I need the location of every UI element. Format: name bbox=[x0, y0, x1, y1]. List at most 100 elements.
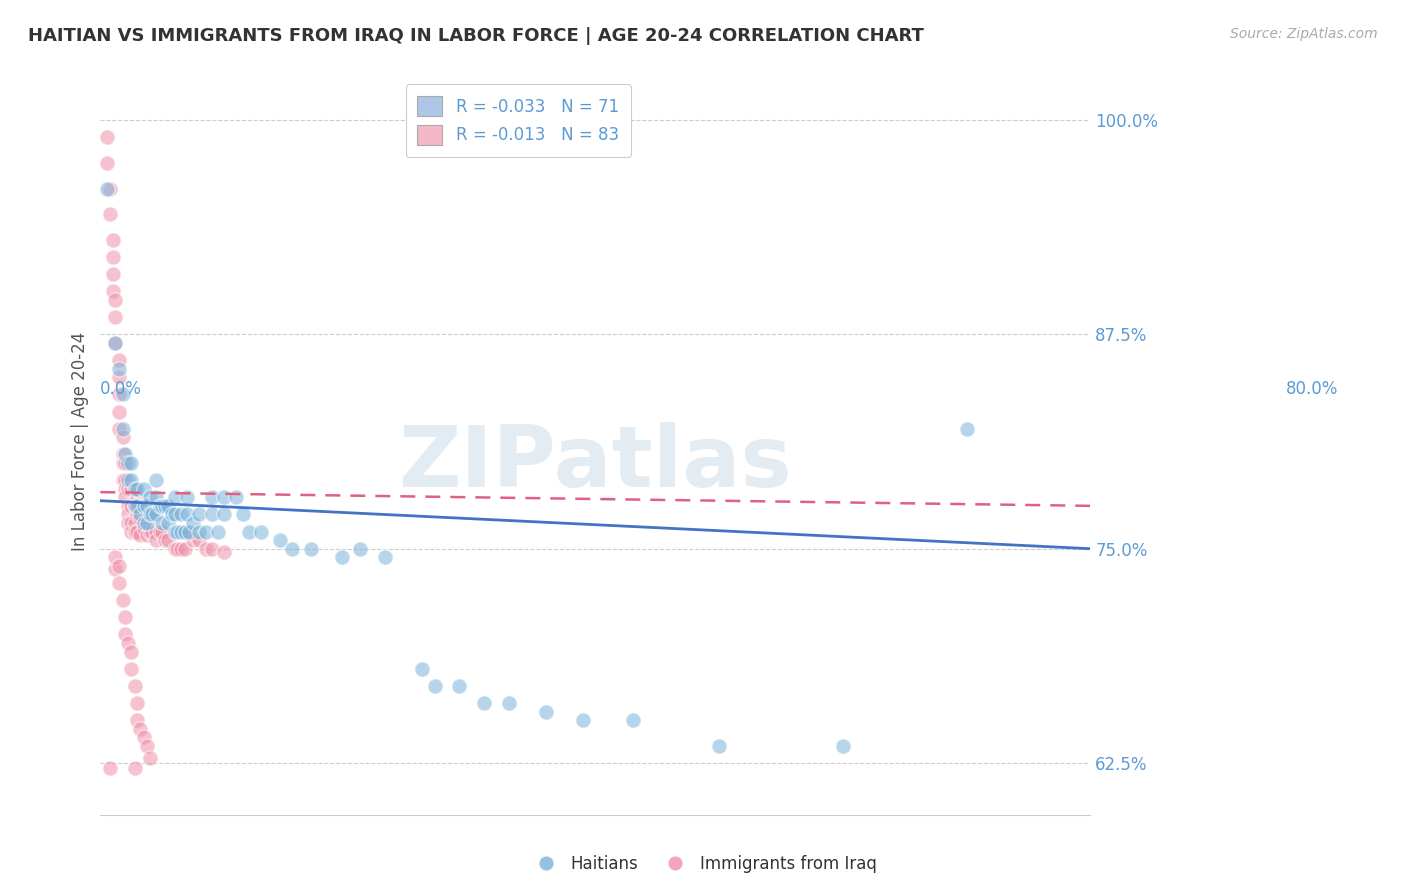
Text: ZIPatlas: ZIPatlas bbox=[398, 423, 793, 506]
Legend: Haitians, Immigrants from Iraq: Haitians, Immigrants from Iraq bbox=[523, 848, 883, 880]
Point bbox=[124, 761, 146, 775]
Point bbox=[104, 335, 127, 350]
Point bbox=[120, 516, 142, 530]
Point bbox=[117, 636, 139, 650]
Point bbox=[449, 679, 471, 693]
Point bbox=[120, 482, 142, 496]
Point bbox=[170, 524, 193, 539]
Point bbox=[120, 499, 142, 513]
Text: HAITIAN VS IMMIGRANTS FROM IRAQ IN LABOR FORCE | AGE 20-24 CORRELATION CHART: HAITIAN VS IMMIGRANTS FROM IRAQ IN LABOR… bbox=[28, 27, 924, 45]
Point bbox=[166, 541, 188, 556]
Point bbox=[188, 524, 211, 539]
Point bbox=[124, 499, 146, 513]
Point bbox=[150, 499, 173, 513]
Point bbox=[129, 511, 152, 525]
Point bbox=[173, 524, 195, 539]
Point bbox=[157, 533, 180, 548]
Point bbox=[111, 473, 134, 487]
Point bbox=[111, 422, 134, 436]
Point bbox=[127, 482, 149, 496]
Point bbox=[117, 508, 139, 522]
Point bbox=[238, 524, 260, 539]
Point bbox=[141, 524, 163, 539]
Point bbox=[127, 490, 149, 504]
Point bbox=[108, 422, 131, 436]
Point bbox=[166, 524, 188, 539]
Point bbox=[207, 524, 229, 539]
Point bbox=[145, 524, 167, 539]
Point bbox=[129, 722, 152, 736]
Point bbox=[150, 516, 173, 530]
Point bbox=[709, 739, 731, 753]
Point bbox=[149, 499, 172, 513]
Point bbox=[124, 679, 146, 693]
Point bbox=[176, 524, 198, 539]
Point bbox=[127, 696, 149, 710]
Point bbox=[114, 610, 136, 624]
Point bbox=[139, 508, 162, 522]
Point bbox=[188, 533, 211, 548]
Point bbox=[114, 473, 136, 487]
Point bbox=[108, 558, 131, 573]
Point bbox=[98, 181, 121, 195]
Point bbox=[141, 508, 163, 522]
Point bbox=[176, 490, 198, 504]
Point bbox=[108, 387, 131, 401]
Point bbox=[108, 404, 131, 418]
Point bbox=[621, 713, 644, 727]
Point bbox=[194, 541, 217, 556]
Point bbox=[201, 541, 224, 556]
Point bbox=[201, 490, 224, 504]
Point bbox=[145, 473, 167, 487]
Point bbox=[132, 516, 155, 530]
Point bbox=[101, 285, 124, 299]
Point bbox=[104, 310, 127, 325]
Point bbox=[201, 508, 224, 522]
Point bbox=[124, 482, 146, 496]
Point bbox=[111, 593, 134, 607]
Point bbox=[188, 508, 211, 522]
Point bbox=[127, 524, 149, 539]
Point bbox=[163, 508, 186, 522]
Point bbox=[101, 268, 124, 282]
Legend: R = -0.033   N = 71, R = -0.013   N = 83: R = -0.033 N = 71, R = -0.013 N = 83 bbox=[406, 85, 630, 157]
Point bbox=[120, 645, 142, 659]
Point bbox=[108, 576, 131, 591]
Point bbox=[136, 499, 159, 513]
Point bbox=[212, 490, 235, 504]
Point bbox=[349, 541, 371, 556]
Point bbox=[145, 508, 167, 522]
Point bbox=[170, 541, 193, 556]
Point bbox=[111, 447, 134, 461]
Point bbox=[176, 508, 198, 522]
Point bbox=[153, 499, 176, 513]
Point bbox=[117, 456, 139, 470]
Point bbox=[472, 696, 495, 710]
Point bbox=[132, 731, 155, 745]
Point bbox=[136, 739, 159, 753]
Point bbox=[136, 516, 159, 530]
Point bbox=[330, 550, 353, 565]
Point bbox=[411, 662, 433, 676]
Y-axis label: In Labor Force | Age 20-24: In Labor Force | Age 20-24 bbox=[72, 332, 89, 551]
Point bbox=[163, 490, 186, 504]
Point bbox=[534, 705, 557, 719]
Point bbox=[96, 156, 118, 170]
Point bbox=[101, 233, 124, 247]
Point bbox=[114, 627, 136, 641]
Point bbox=[108, 361, 131, 376]
Point bbox=[120, 662, 142, 676]
Point bbox=[127, 499, 149, 513]
Point bbox=[149, 524, 172, 539]
Point bbox=[139, 490, 162, 504]
Point bbox=[250, 524, 273, 539]
Point bbox=[108, 353, 131, 368]
Point bbox=[96, 130, 118, 145]
Point bbox=[225, 490, 247, 504]
Point bbox=[120, 473, 142, 487]
Point bbox=[572, 713, 595, 727]
Point bbox=[127, 713, 149, 727]
Point bbox=[108, 370, 131, 384]
Point bbox=[157, 499, 180, 513]
Point bbox=[124, 516, 146, 530]
